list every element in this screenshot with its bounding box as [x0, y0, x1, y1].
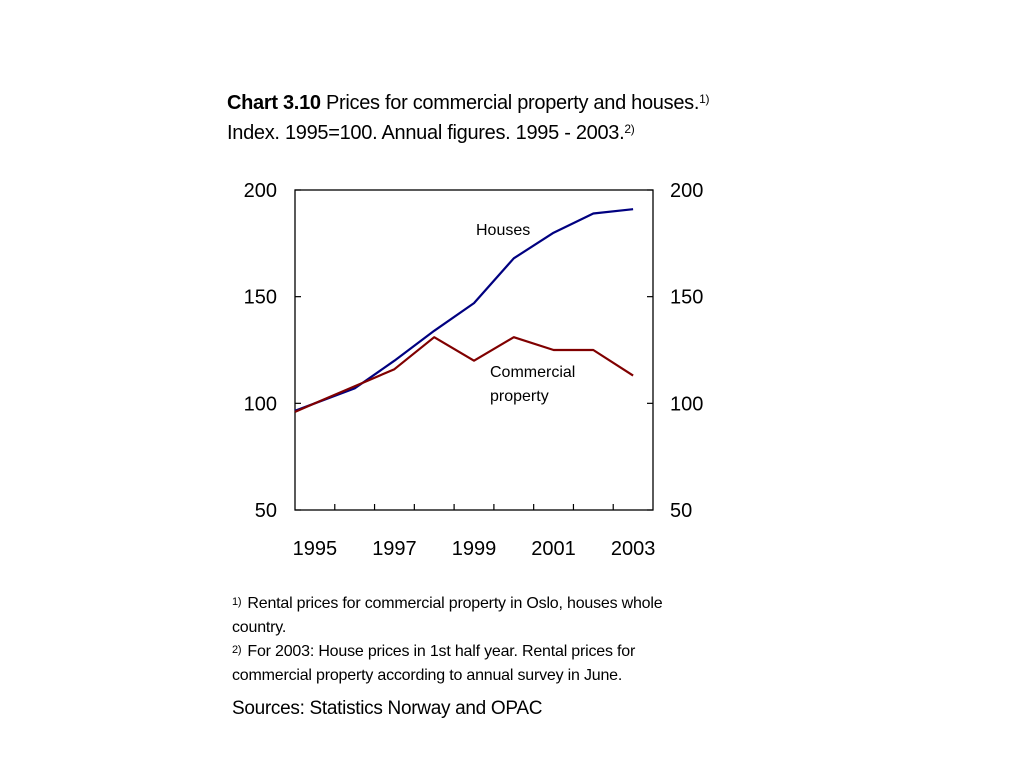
footnote-2: 2) For 2003: House prices in 1st half yea… — [232, 640, 702, 688]
footnote-2-text: For 2003: House prices in 1st half year.… — [232, 643, 636, 684]
chart-title-text: Prices for commercial property and house… — [325, 92, 700, 114]
x-tick-label: 1995 — [293, 538, 338, 560]
y-axis-ticks — [295, 189, 653, 511]
footnotes: 1) Rental prices for commercial property … — [232, 592, 702, 688]
series-label-commercial-line2: property — [490, 388, 549, 405]
x-axis-ticks — [334, 504, 614, 510]
subtitle-footnote-mark: 2) — [624, 122, 635, 136]
y-tick-label-right: 200 — [670, 180, 703, 202]
title-footnote-mark: 1) — [699, 92, 710, 106]
x-tick-label: 1999 — [452, 538, 497, 560]
series-label-commercial-line1: Commercial — [490, 364, 575, 381]
y-tick-label-left: 100 — [244, 393, 277, 415]
chart-title: Chart 3.10 Prices for commercial propert… — [227, 88, 709, 118]
chart-subtitle: Index. 1995=100. Annual figures. 1995 - … — [227, 118, 709, 148]
chart-subtitle-text: Index. 1995=100. Annual figures. 1995 - … — [227, 122, 625, 144]
x-tick-label: 2001 — [531, 538, 576, 560]
footnote-2-mark: 2) — [232, 644, 242, 656]
y-tick-label-left: 200 — [244, 180, 277, 202]
y-tick-label-right: 100 — [670, 393, 703, 415]
series-lines — [294, 208, 634, 413]
series-line-houses — [294, 208, 634, 412]
plot-frame — [294, 189, 654, 511]
chart-number: Chart 3.10 — [227, 92, 321, 114]
x-tick-label: 1997 — [372, 538, 417, 560]
y-tick-label-left: 150 — [244, 287, 277, 309]
footnote-1: 1) Rental prices for commercial property … — [232, 592, 702, 640]
series-label-houses: Houses — [476, 222, 530, 239]
footnote-1-text: Rental prices for commercial property in… — [232, 595, 663, 636]
y-tick-label-left: 50 — [255, 500, 277, 522]
x-axis-labels: 1995 1997 1999 2001 2003 — [293, 538, 656, 560]
footnote-1-mark: 1) — [232, 596, 242, 608]
y-tick-label-right: 150 — [670, 287, 703, 309]
sources-line: Sources: Statistics Norway and OPAC — [232, 698, 543, 719]
y-axis-labels-left: 200 150 100 50 — [244, 180, 277, 522]
chart-title-block: Chart 3.10 Prices for commercial propert… — [227, 88, 709, 148]
y-tick-label-right: 50 — [670, 500, 692, 522]
x-tick-label: 2003 — [611, 538, 656, 560]
series-line-commercial-property — [294, 336, 634, 413]
y-axis-labels-right: 200 150 100 50 — [670, 180, 703, 522]
